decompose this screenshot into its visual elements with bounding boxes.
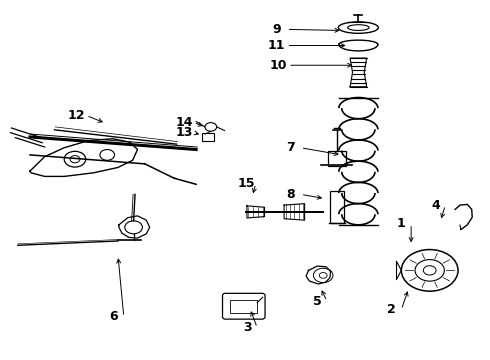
Bar (202, 133, 214, 141)
Text: 11: 11 (268, 39, 286, 52)
Text: 9: 9 (272, 23, 281, 36)
Text: 3: 3 (243, 321, 252, 334)
Text: 15: 15 (237, 177, 255, 190)
Bar (330, 192, 343, 223)
Text: 13: 13 (175, 126, 193, 139)
Text: 6: 6 (110, 310, 119, 324)
Text: 10: 10 (270, 59, 287, 72)
Text: 1: 1 (397, 217, 406, 230)
Text: 12: 12 (68, 109, 85, 122)
Text: 5: 5 (313, 295, 322, 308)
Bar (328, 151, 345, 166)
Text: 8: 8 (287, 188, 295, 201)
Text: 4: 4 (431, 199, 440, 212)
Text: 7: 7 (287, 141, 295, 154)
Text: 14: 14 (175, 116, 193, 129)
Text: 2: 2 (387, 303, 396, 316)
Bar (230, 300, 257, 313)
